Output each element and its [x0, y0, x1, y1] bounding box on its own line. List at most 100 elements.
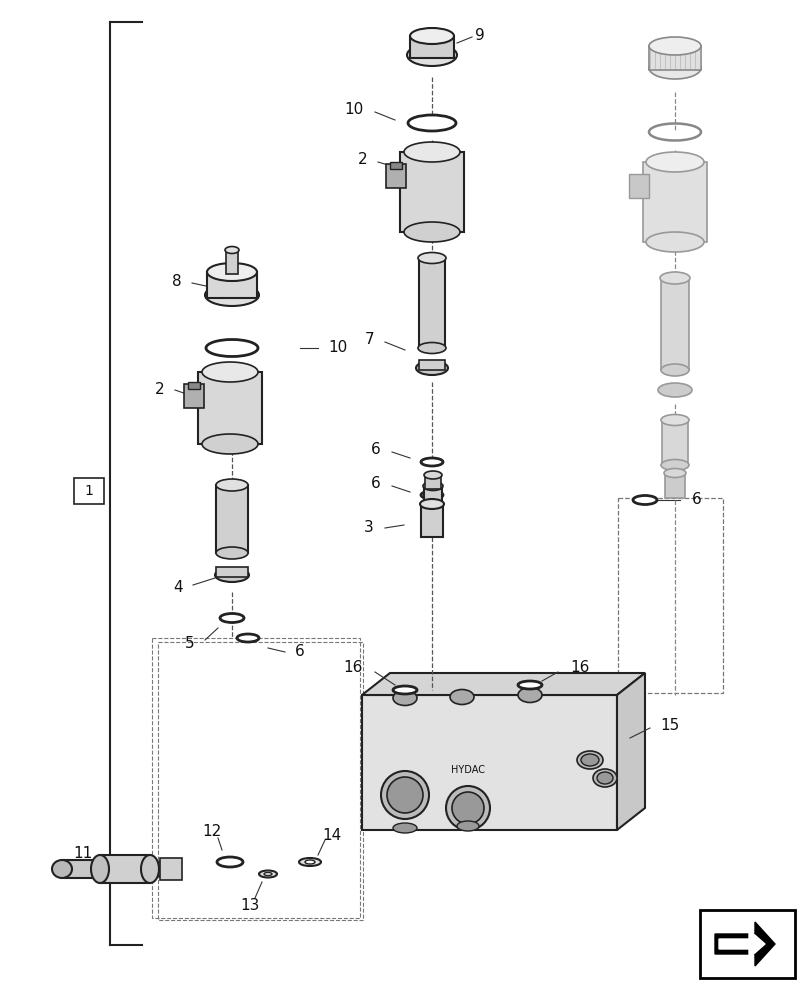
- Bar: [410, 36, 453, 58]
- Bar: [389, 162, 401, 169]
- Bar: [424, 476, 440, 489]
- Ellipse shape: [259, 870, 277, 878]
- Bar: [62, 860, 104, 878]
- Ellipse shape: [596, 772, 612, 784]
- Ellipse shape: [646, 152, 703, 172]
- Bar: [184, 384, 204, 408]
- Ellipse shape: [215, 568, 249, 582]
- Ellipse shape: [207, 263, 257, 281]
- Ellipse shape: [648, 123, 700, 140]
- Text: 6: 6: [371, 477, 380, 491]
- Ellipse shape: [264, 872, 272, 876]
- Ellipse shape: [657, 383, 691, 397]
- Polygon shape: [616, 673, 644, 830]
- Text: 8: 8: [172, 274, 182, 290]
- Bar: [642, 162, 706, 242]
- Text: 2: 2: [358, 152, 367, 167]
- Ellipse shape: [204, 284, 259, 306]
- Bar: [420, 505, 443, 537]
- Ellipse shape: [415, 361, 448, 375]
- Text: 12: 12: [202, 824, 221, 840]
- Ellipse shape: [298, 858, 320, 866]
- Polygon shape: [362, 673, 644, 695]
- Ellipse shape: [393, 686, 417, 694]
- Ellipse shape: [517, 688, 541, 702]
- Ellipse shape: [305, 860, 315, 864]
- Text: 14: 14: [322, 828, 341, 842]
- Ellipse shape: [216, 479, 247, 491]
- Bar: [400, 152, 463, 232]
- Ellipse shape: [457, 821, 478, 831]
- Text: 1: 1: [84, 484, 93, 498]
- Text: 10: 10: [328, 340, 347, 356]
- Ellipse shape: [581, 754, 599, 766]
- Bar: [216, 485, 247, 553]
- Bar: [100, 855, 150, 883]
- Ellipse shape: [592, 769, 616, 787]
- Bar: [362, 695, 616, 830]
- Bar: [74, 478, 104, 504]
- Text: 15: 15: [659, 718, 679, 732]
- Ellipse shape: [663, 468, 685, 478]
- Bar: [160, 858, 182, 880]
- Ellipse shape: [406, 44, 457, 66]
- Ellipse shape: [404, 142, 460, 162]
- Ellipse shape: [202, 362, 258, 382]
- Ellipse shape: [423, 471, 441, 479]
- Ellipse shape: [418, 342, 445, 354]
- Ellipse shape: [52, 860, 72, 878]
- Bar: [661, 420, 687, 465]
- Ellipse shape: [648, 37, 700, 55]
- Bar: [216, 567, 247, 577]
- Text: 6: 6: [294, 645, 304, 660]
- Polygon shape: [718, 930, 764, 958]
- Bar: [418, 258, 444, 348]
- Text: 13: 13: [240, 898, 260, 914]
- Bar: [660, 278, 689, 370]
- Bar: [152, 638, 359, 918]
- Bar: [385, 164, 406, 188]
- Bar: [158, 642, 363, 920]
- Ellipse shape: [393, 690, 417, 706]
- Ellipse shape: [217, 857, 242, 867]
- Ellipse shape: [648, 57, 700, 79]
- Bar: [198, 372, 262, 444]
- Text: 4: 4: [174, 580, 182, 594]
- Ellipse shape: [660, 460, 689, 471]
- Ellipse shape: [393, 823, 417, 833]
- Text: 10: 10: [345, 103, 363, 117]
- Bar: [699, 910, 794, 978]
- Ellipse shape: [387, 777, 423, 813]
- Ellipse shape: [418, 252, 445, 263]
- Ellipse shape: [410, 28, 453, 44]
- Ellipse shape: [419, 499, 444, 509]
- Text: 16: 16: [343, 660, 363, 676]
- Ellipse shape: [646, 232, 703, 252]
- Ellipse shape: [225, 246, 238, 253]
- Ellipse shape: [517, 681, 541, 689]
- Text: 16: 16: [569, 660, 589, 676]
- Ellipse shape: [660, 414, 689, 426]
- Ellipse shape: [155, 860, 175, 878]
- Ellipse shape: [420, 491, 443, 499]
- Ellipse shape: [404, 222, 460, 242]
- Bar: [207, 272, 257, 298]
- Bar: [664, 473, 684, 498]
- Text: 9: 9: [474, 27, 484, 42]
- Bar: [648, 46, 700, 70]
- Ellipse shape: [237, 634, 259, 642]
- Text: HYDAC: HYDAC: [450, 765, 484, 775]
- Ellipse shape: [206, 340, 258, 357]
- Bar: [423, 487, 441, 507]
- Ellipse shape: [449, 690, 474, 704]
- Ellipse shape: [380, 771, 428, 819]
- Ellipse shape: [420, 458, 443, 466]
- Bar: [629, 174, 648, 198]
- Text: 6: 6: [371, 442, 380, 458]
- Text: 3: 3: [364, 520, 374, 536]
- Text: 2: 2: [155, 382, 165, 397]
- Ellipse shape: [91, 855, 109, 883]
- Polygon shape: [714, 922, 774, 966]
- Ellipse shape: [220, 613, 243, 622]
- Ellipse shape: [423, 482, 443, 490]
